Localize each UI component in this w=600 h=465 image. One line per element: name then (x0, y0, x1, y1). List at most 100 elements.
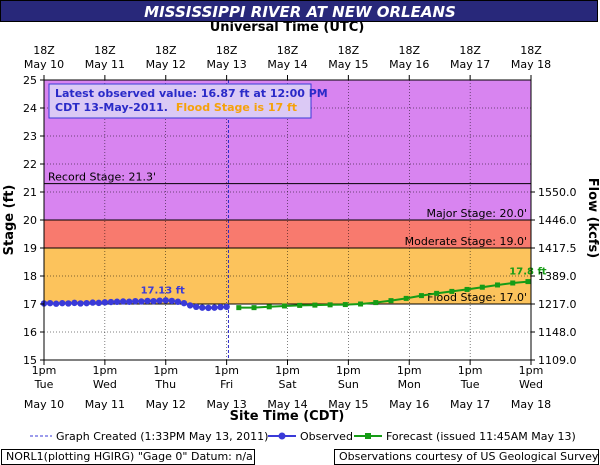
peak-label-forecast: 17.8 ft (509, 267, 547, 278)
observed-point (217, 303, 224, 311)
observed-point (113, 298, 121, 305)
left-tick-label: 20 (23, 214, 37, 227)
forecast-point (327, 302, 333, 308)
forecast-point (312, 302, 318, 308)
bottom-tick-date: May 14 (267, 398, 307, 411)
observed-point (46, 299, 54, 307)
top-tick-hour: 18Z (338, 44, 360, 57)
observed-point (107, 298, 115, 306)
observed-point (59, 299, 66, 307)
forecast-point (434, 290, 440, 296)
top-tick-date: May 11 (85, 58, 125, 71)
left-tick-label: 16 (23, 326, 37, 339)
left-tick-label: 15 (23, 354, 37, 367)
observed-point (126, 298, 133, 305)
observed-point (168, 297, 176, 305)
bottom-tick-day: Sun (338, 378, 359, 391)
forecast-point (510, 280, 516, 286)
threshold-label-0: Record Stage: 21.3' (48, 171, 156, 184)
right-tick-label: 1217.0 (538, 298, 577, 311)
top-tick-hour: 18Z (33, 44, 55, 57)
threshold-label-3: Flood Stage: 17.0' (427, 291, 527, 304)
top-tick-date: May 12 (146, 58, 186, 71)
forecast-point (358, 301, 364, 307)
observed-point (174, 298, 182, 305)
bottom-tick-time: 1pm (336, 364, 361, 377)
bottom-tick-day: Mon (398, 378, 421, 391)
axis-ticks: 15 16 17 18 19 20 21 22 23 24 25 1109.0 1148.0 1217.0… (23, 44, 577, 411)
series-line-forecast (238, 280, 529, 309)
bottom-tick-date: May 10 (24, 398, 64, 411)
top-tick-date: May 15 (328, 58, 368, 71)
legend-forecast: Forecast (issued 11:45AM May 13) (386, 430, 576, 443)
bottom-tick-time: 1pm (458, 364, 483, 377)
forecast-point (281, 303, 287, 309)
top-tick-date: May 17 (450, 58, 490, 71)
threshold-label-1: Major Stage: 20.0' (426, 207, 527, 220)
bottom-tick-date: May 18 (511, 398, 551, 411)
top-tick-hour: 18Z (459, 44, 481, 57)
observed-point (138, 298, 145, 305)
top-tick-hour: 18Z (277, 44, 299, 57)
top-tick-date: May 16 (389, 58, 429, 71)
left-tick-label: 22 (23, 158, 37, 171)
observed-point (144, 297, 151, 305)
observed-point (71, 299, 78, 307)
bottom-tick-date: May 16 (389, 398, 429, 411)
top-tick-hour: 18Z (155, 44, 177, 57)
observed-point (223, 303, 230, 310)
info-box: Latest observed value: 16.87 ft at 12:00… (48, 83, 328, 119)
observed-point (150, 298, 157, 305)
left-tick-label: 24 (23, 102, 37, 115)
forecast-point (373, 300, 379, 306)
bottom-tick-day: Thu (154, 378, 176, 391)
right-tick-label: 1148.0 (538, 326, 577, 339)
legend: Graph Created (1:33PM May 13, 2011) Obse… (30, 430, 576, 443)
observed-point (119, 298, 127, 305)
top-tick-hour: 18Z (520, 44, 542, 57)
bottom-tick-date: May 12 (146, 398, 186, 411)
bottom-tick-date: May 13 (207, 398, 247, 411)
top-axis-label: Universal Time (UTC) (210, 20, 365, 35)
observed-point (95, 299, 102, 307)
right-tick-label: 1550.0 (538, 186, 577, 199)
bottom-tick-day: Wed (519, 378, 543, 391)
left-tick-label: 19 (23, 242, 37, 255)
left-axis-label: Stage (ft) (2, 185, 17, 256)
bottom-tick-time: 1pm (519, 364, 544, 377)
forecast-point (525, 279, 531, 285)
observed-point (65, 300, 72, 307)
observed-point (89, 299, 96, 306)
forecast-point (342, 302, 348, 308)
info-line2-flood: Flood Stage is 17 ft (176, 101, 297, 114)
forecast-point (403, 295, 409, 301)
legend-created: Graph Created (1:33PM May 13, 2011) (56, 430, 268, 443)
left-tick-label: 17 (23, 298, 37, 311)
top-tick-date: May 10 (24, 58, 64, 71)
bottom-tick-time: 1pm (32, 364, 57, 377)
right-tick-label: 1109.0 (538, 354, 577, 367)
title-bar: MISSISSIPPI RIVER AT NEW ORLEANS (0, 0, 598, 22)
forecast-point (464, 286, 470, 292)
bottom-tick-time: 1pm (214, 364, 239, 377)
footer-gage-info: NORL1(plotting HGIRG) "Gage 0" Datum: n/… (1, 449, 255, 465)
bottom-tick-time: 1pm (275, 364, 300, 377)
observed-point (205, 304, 212, 312)
top-tick-hour: 18Z (94, 44, 116, 57)
observed-point (77, 300, 84, 307)
bottom-tick-day: Tue (460, 378, 480, 391)
observed-point (83, 299, 90, 307)
bottom-tick-date: May 17 (450, 398, 490, 411)
observed-point (192, 303, 200, 310)
top-tick-date: May 13 (207, 58, 247, 71)
left-tick-label: 23 (23, 130, 37, 143)
observed-point (199, 304, 206, 311)
observed-point (156, 297, 163, 304)
info-line2-date: CDT 13-May-2011. (55, 101, 168, 114)
threshold-lines: Record Stage: 21.3' Major Stage: 20.0' Mod… (44, 171, 531, 305)
forecast-point (495, 282, 501, 288)
forecast-point (418, 293, 424, 299)
left-tick-label: 18 (23, 270, 37, 283)
bottom-tick-date: May 15 (328, 398, 368, 411)
